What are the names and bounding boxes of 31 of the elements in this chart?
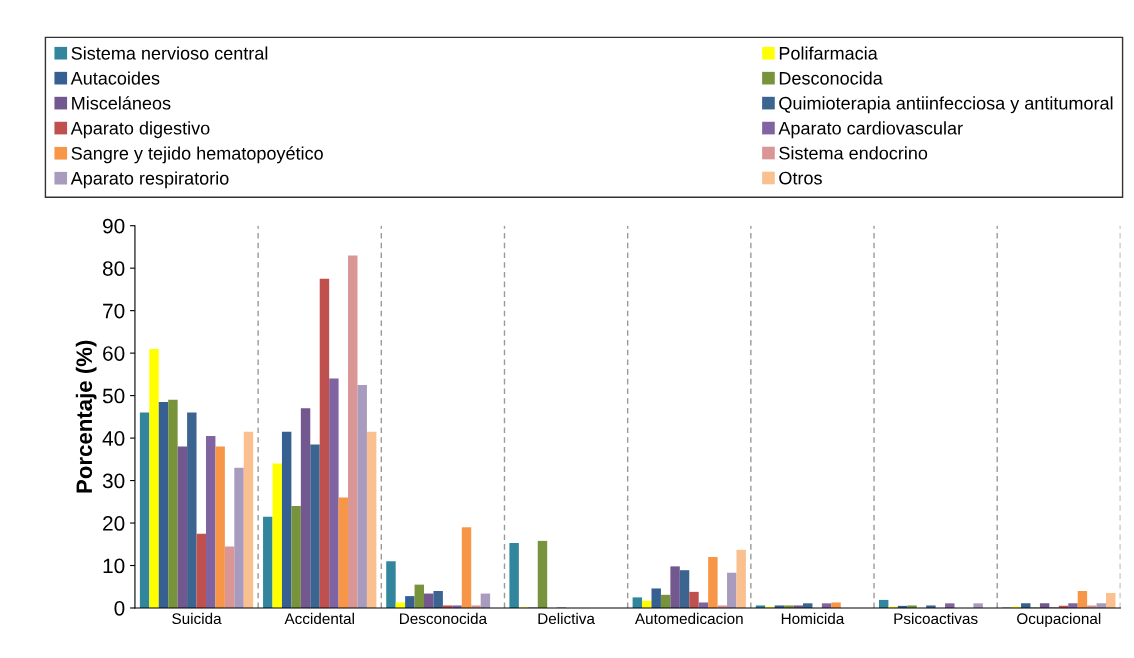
y-tick-label: 50 [102, 388, 125, 404]
legend-label: Autacoides [70, 71, 160, 85]
x-tick-label: Psicoactivas [894, 612, 978, 625]
y-tick-label: 80 [102, 261, 125, 276]
legend-label: Polifarmacia [779, 46, 878, 60]
y-tick-label: 40 [102, 431, 125, 446]
y-tick-label: 60 [103, 346, 125, 361]
legend-label: Desconocida [779, 71, 883, 85]
legend-label: Sistema endocrino [779, 146, 928, 160]
y-tick-label: 30 [102, 473, 125, 489]
legend-label: Quimioterapia antiinfecciosa y antitumoral [779, 96, 1113, 114]
legend-label: Sangre y tejido hematopoyético [71, 146, 323, 164]
legend-label: Aparato cardiovascular [778, 121, 963, 139]
legend-label: Otros [779, 171, 822, 185]
x-tick-label: Suicida [172, 612, 222, 625]
y-tick-label: 10 [103, 558, 125, 574]
y-tick-label: 70 [103, 303, 125, 319]
x-tick-label: Delictiva [538, 612, 595, 625]
y-tick-label: 0 [114, 600, 125, 616]
legend-label: Sistema nervioso central [71, 46, 268, 60]
x-tick-label: Accidental [284, 612, 354, 625]
x-tick-label: Automedicacion [634, 612, 743, 625]
legend-label: Aparato respiratorio [70, 171, 229, 189]
y-tick-label: 90 [103, 218, 125, 234]
x-tick-label: Ocupacional [1017, 612, 1101, 628]
y-axis-title: Porcentaje (%) [75, 340, 97, 493]
legend-label: Misceláneos [72, 96, 171, 110]
x-tick-label: Desconocida [399, 612, 488, 625]
y-tick-label: 20 [103, 516, 125, 531]
legend-label: Aparato digestivo [70, 121, 210, 139]
x-tick-label: Homicida [781, 612, 845, 625]
